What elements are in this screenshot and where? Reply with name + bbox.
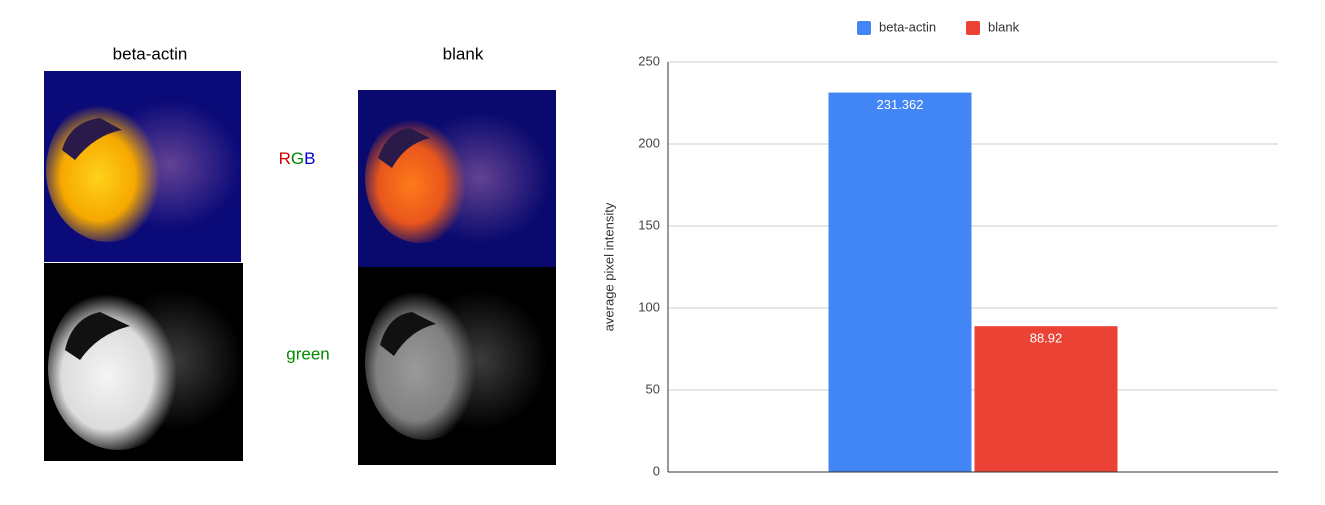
legend-swatch [966, 21, 980, 35]
y-tick-label: 100 [638, 299, 660, 314]
legend-label: beta-actin [879, 19, 936, 34]
bar [828, 92, 972, 473]
rgb-label: RGB [279, 149, 316, 168]
y-tick-label: 0 [653, 463, 660, 478]
rgb-letter: R [279, 149, 291, 168]
green-label: green [286, 344, 329, 363]
legend-label: blank [988, 19, 1020, 34]
column-label: blank [443, 44, 484, 63]
bar [974, 326, 1118, 472]
y-tick-label: 200 [638, 135, 660, 150]
column-label: beta-actin [113, 44, 188, 63]
value-label: 88.92 [1030, 331, 1063, 346]
image-panels [44, 71, 556, 465]
y-tick-label: 250 [638, 53, 660, 68]
y-axis-label: average pixel intensity [601, 202, 616, 331]
rgb-letter: B [304, 149, 315, 168]
rgb-letter: G [291, 149, 304, 168]
legend-swatch [857, 21, 871, 35]
y-tick-label: 50 [646, 381, 660, 396]
y-tick-label: 150 [638, 217, 660, 232]
value-label: 231.362 [877, 97, 924, 112]
